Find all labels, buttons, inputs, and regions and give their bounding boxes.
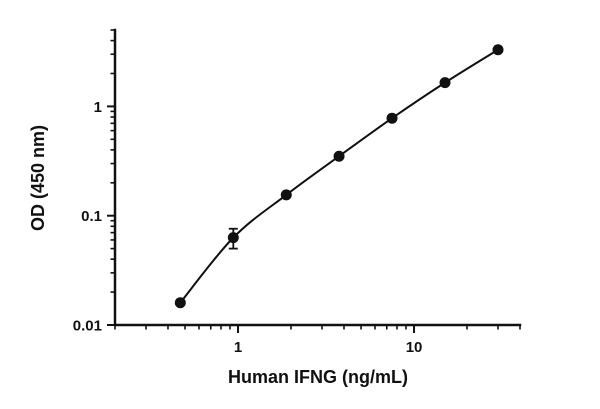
plot-area: 1 10 0.01 0.1 1 [73,28,522,356]
x-tick-label: 10 [406,339,423,356]
x-axis-title: Human IFNG (ng/mL) [228,367,408,387]
data-point [439,77,451,89]
y-tick-label: 0.1 [81,208,102,225]
y-axis-title: OD (450 nm) [28,125,48,231]
data-point [333,150,345,162]
data-point [227,232,239,244]
fit-curve [179,48,499,304]
data-point [174,297,186,309]
y-tick-label: 0.01 [73,318,102,335]
data-point [492,44,504,56]
data-point [280,189,292,201]
x-tick-label: 1 [234,339,242,356]
y-tick-label: 1 [94,99,102,116]
axes-frame [113,28,522,327]
data-point [386,112,398,124]
